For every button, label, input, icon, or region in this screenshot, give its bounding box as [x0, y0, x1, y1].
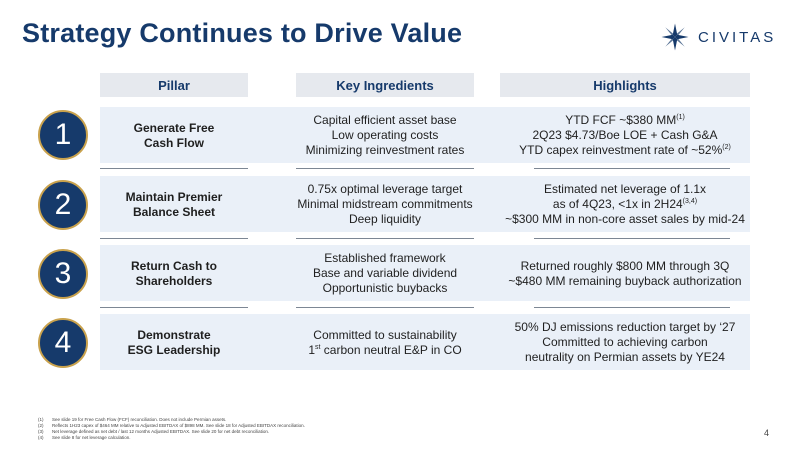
footnote: (2) Reflects 1H23 capex of $464 MM relati…: [38, 423, 305, 428]
column-header-ingredients: Key Ingredients: [296, 73, 474, 97]
pillar-number-badge: 2: [38, 180, 88, 230]
ingredient-item: 1st carbon neutral E&P in CO: [308, 343, 462, 357]
highlight-item: ~$480 MM remaining buyback authorization: [508, 274, 742, 288]
footnote-ref: (3,4): [682, 198, 698, 205]
highlight-item: Committed to achieving carbon: [542, 335, 708, 349]
pillar-title-line: Shareholders: [135, 274, 213, 288]
highlight-item: ~$300 MM in non-core asset sales by mid-…: [505, 212, 745, 226]
footnote-ref: (1): [676, 114, 685, 121]
footnote: (3) Net leverage defined as net debt / la…: [38, 429, 270, 434]
separator: [534, 168, 730, 169]
company-logo: CIVITAS: [660, 22, 776, 52]
separator: [534, 307, 730, 308]
ingredient-item: Committed to sustainability: [313, 328, 457, 342]
pillar-title-line: Demonstrate: [137, 328, 211, 342]
highlights-list: 50% DJ emissions reduction target by ‘27…: [485, 320, 765, 365]
pillar-title: Return Cash to Shareholders: [100, 259, 248, 289]
ingredient-item: Established framework: [324, 251, 446, 265]
highlights-list: Estimated net leverage of 1.1x as of 4Q2…: [485, 182, 765, 227]
ingredient-item: Opportunistic buybacks: [322, 281, 448, 295]
pillar-number-badge: 1: [38, 110, 88, 160]
pillar-title: Maintain Premier Balance Sheet: [100, 190, 248, 220]
pillar-title-line: Return Cash to: [130, 259, 217, 273]
ingredient-item: Capital efficient asset base: [313, 113, 457, 127]
logo-wordmark: CIVITAS: [698, 28, 777, 46]
pillar-title-line: Maintain Premier: [125, 190, 223, 204]
column-header-highlights: Highlights: [500, 73, 750, 97]
separator: [100, 168, 248, 169]
ingredient-item: Minimizing reinvestment rates: [305, 143, 465, 157]
footnote: (1) See slide 19 for Free Cash Flow (FCF)…: [38, 417, 227, 422]
column-header-pillar: Pillar: [100, 73, 248, 97]
separator: [296, 238, 474, 239]
row-band-1: [100, 107, 750, 163]
ingredients-list: Capital efficient asset base Low operati…: [290, 113, 480, 158]
row-band-4: [100, 314, 750, 370]
ingredient-item: Base and variable dividend: [312, 266, 458, 280]
row-band-3: [100, 245, 750, 301]
highlight-item: neutrality on Permian assets by YE24: [525, 350, 725, 364]
separator: [534, 238, 730, 239]
pillar-title: Demonstrate ESG Leadership: [100, 328, 248, 358]
ingredients-list: Established framework Base and variable …: [290, 251, 480, 296]
civitas-star-icon: [661, 23, 689, 51]
row-band-2: [100, 176, 750, 232]
page-title: Strategy Continues to Drive Value: [22, 18, 463, 48]
pillar-title-line: ESG Leadership: [127, 343, 221, 357]
highlight-item: Returned roughly $800 MM through 3Q: [520, 259, 730, 273]
highlight-item: 2Q23 $4.73/Boe LOE + Cash G&A: [532, 128, 718, 142]
page-number: 4: [764, 428, 770, 438]
highlight-item: Estimated net leverage of 1.1x: [543, 182, 707, 196]
ingredient-item: Low operating costs: [331, 128, 439, 142]
ingredient-item: Deep liquidity: [348, 212, 422, 226]
pillar-number-badge: 4: [38, 318, 88, 368]
pillar-title-line: Cash Flow: [143, 136, 204, 150]
footnotes: (1) See slide 19 for Free Cash Flow (FCF)…: [38, 417, 305, 441]
ingredients-list: Committed to sustainability 1st carbon n…: [290, 328, 480, 358]
highlights-list: YTD FCF ~$380 MM(1) 2Q23 $4.73/Boe LOE +…: [485, 113, 765, 158]
separator: [296, 168, 474, 169]
footnote: (4) See slide 8 for net leverage calculat…: [38, 435, 131, 440]
separator: [100, 307, 248, 308]
pillar-title-line: Generate Free: [133, 121, 215, 135]
ingredients-list: 0.75x optimal leverage target Minimal mi…: [290, 182, 480, 227]
highlight-item: 50% DJ emissions reduction target by ‘27: [514, 320, 736, 334]
pillar-title: Generate Free Cash Flow: [100, 121, 248, 151]
highlight-item: as of 4Q23, <1x in 2H24(3,4): [552, 197, 698, 211]
highlight-item: YTD capex reinvestment rate of ~52%(2): [519, 143, 731, 157]
highlight-item: YTD FCF ~$380 MM(1): [565, 113, 685, 127]
pillar-number-badge: 3: [38, 249, 88, 299]
ingredient-item: 0.75x optimal leverage target: [307, 182, 463, 196]
highlights-list: Returned roughly $800 MM through 3Q ~$48…: [485, 259, 765, 289]
separator: [296, 307, 474, 308]
separator: [100, 238, 248, 239]
pillar-title-line: Balance Sheet: [132, 205, 216, 219]
ingredient-item: Minimal midstream commitments: [297, 197, 473, 211]
footnote-ref: (2): [722, 144, 731, 151]
